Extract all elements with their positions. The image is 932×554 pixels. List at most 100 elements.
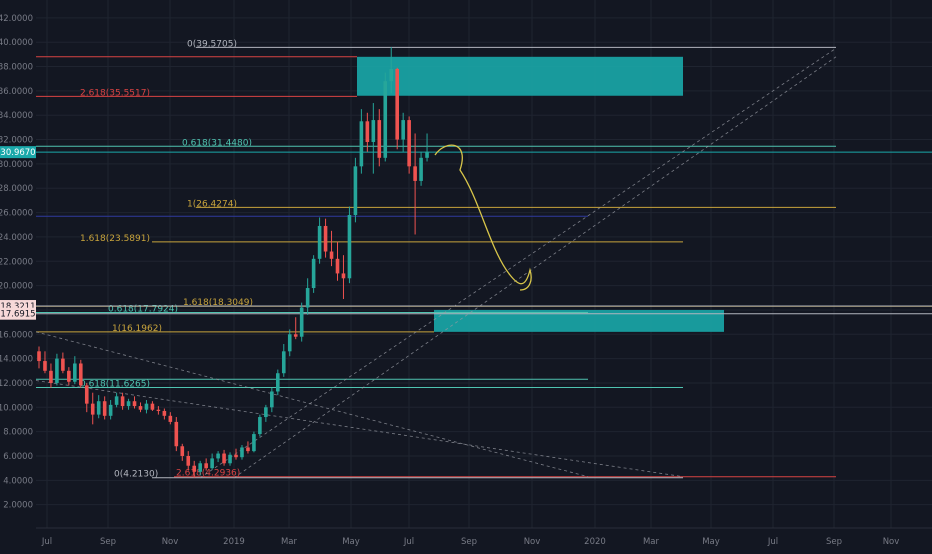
candle-body <box>407 120 411 167</box>
candle-body <box>371 120 376 142</box>
y-tick-label: 40.0000 <box>0 38 33 48</box>
candle-body <box>347 215 352 279</box>
y-tick-label: 38.0000 <box>0 63 33 73</box>
candle-body <box>162 410 167 416</box>
candle-body <box>120 396 125 407</box>
candle-body <box>228 454 232 464</box>
candle-body <box>365 121 370 142</box>
candle-body <box>84 385 89 404</box>
candle-body <box>299 307 304 337</box>
candle-body <box>305 288 310 308</box>
y-tick-label: 24.0000 <box>0 233 33 243</box>
candle-body <box>61 358 65 371</box>
y-tick-label: 30.0000 <box>0 160 33 170</box>
candle-body <box>401 120 405 140</box>
candle-body <box>258 417 262 435</box>
candle-body <box>168 415 173 422</box>
zone-support <box>434 309 724 332</box>
trend-line-dashed <box>35 331 589 478</box>
y-tick-label: 4.0000 <box>3 476 33 486</box>
x-tick-label: Jul <box>41 537 52 547</box>
candle-body <box>359 121 364 167</box>
x-tick-label: Jul <box>403 537 414 547</box>
candle-body <box>270 391 274 408</box>
y-tick-label: 28.0000 <box>0 184 33 194</box>
candle-body <box>329 251 334 259</box>
candle-body <box>132 401 137 407</box>
fib-level-label: 0(39.5705) <box>187 39 237 49</box>
candle-body <box>317 225 322 259</box>
trend-lines <box>35 47 837 479</box>
candle-body <box>240 447 244 458</box>
price-badge-label: 17.6915 <box>0 310 35 320</box>
y-tick-label: 2.0000 <box>3 501 33 511</box>
price-badge-label: 30.9670 <box>0 148 35 158</box>
candle-body <box>216 453 220 459</box>
candle-body <box>425 151 429 158</box>
candle-body <box>419 157 423 181</box>
y-tick-label: 6.0000 <box>3 452 33 462</box>
y-tick-label: 16.0000 <box>0 330 33 340</box>
fib-level-label: 2.618(35.5517) <box>80 88 150 98</box>
price-badge-label: 18.3211 <box>0 302 35 312</box>
x-tick-label: Nov <box>162 537 179 547</box>
candle-body <box>222 453 226 464</box>
candle-body <box>186 455 191 466</box>
y-tick-label: 8.0000 <box>3 428 33 438</box>
candle-body <box>102 401 107 416</box>
candle-body <box>198 463 202 472</box>
price-badge <box>0 307 36 320</box>
candle-body <box>413 166 417 181</box>
x-tick-label: May <box>342 537 360 547</box>
trend-line-dashed <box>233 56 837 479</box>
fib-level-label: 2.618(4.2936) <box>176 469 240 479</box>
y-tick-label: 34.0000 <box>0 111 33 121</box>
candle-body <box>323 225 328 252</box>
candle-body <box>341 273 346 279</box>
price-badge <box>0 146 36 159</box>
fib-level-label: 1.618(18.3049) <box>183 298 253 308</box>
candle-body <box>114 396 119 405</box>
candle-body <box>210 458 214 469</box>
candle-body <box>234 454 238 458</box>
fib-level-label: 0.618(11.6265) <box>80 380 150 390</box>
candle-body <box>138 406 143 410</box>
fibonacci-levels: 0(39.5705) 2.618(35.5517) 0.618(31.4480) 1(… <box>36 39 932 480</box>
y-tick-label: 26.0000 <box>0 209 33 219</box>
candle-body <box>281 351 286 374</box>
candle-body <box>383 81 388 158</box>
price-axis: 2.0000 4.0000 6.0000 8.0000 10.0000 12.0000 14… <box>0 0 36 550</box>
candle-body <box>90 403 95 415</box>
trend-line-dashed <box>199 47 837 479</box>
fib-level-label: 0.618(31.4480) <box>182 138 252 148</box>
price-axis-background <box>0 0 36 550</box>
x-tick-label: Nov <box>883 537 900 547</box>
candle-body <box>144 403 149 410</box>
candle-body <box>78 363 83 386</box>
candle-body <box>67 370 71 382</box>
candle-body <box>192 465 197 472</box>
candle-body <box>108 404 113 416</box>
x-tick-label: 2020 <box>584 537 606 547</box>
time-axis: Jul Sep Nov 2019 Mar May Jul Sep Nov 2020 Mar May Ju… <box>36 527 932 547</box>
candle-body <box>293 334 298 337</box>
projection-drawings <box>434 144 532 291</box>
y-tick-label: 20.0000 <box>0 282 33 292</box>
candle-body <box>73 363 77 382</box>
fib-level-label: 1(16.1962) <box>112 324 162 334</box>
y-tick-label: 42.0000 <box>0 14 33 24</box>
fib-level-label: 0(4.2130) <box>114 470 158 480</box>
candle-body <box>335 258 340 274</box>
candle-body <box>49 370 53 383</box>
x-tick-label: Nov <box>524 537 541 547</box>
candle-body <box>389 68 394 82</box>
candle-body <box>377 120 382 158</box>
candle-body <box>126 401 131 407</box>
candle-body <box>174 421 179 447</box>
x-tick-label: Sep <box>100 537 116 547</box>
y-tick-label: 12.0000 <box>0 379 33 389</box>
candle-body <box>246 447 250 452</box>
candlestick-series <box>37 47 429 478</box>
